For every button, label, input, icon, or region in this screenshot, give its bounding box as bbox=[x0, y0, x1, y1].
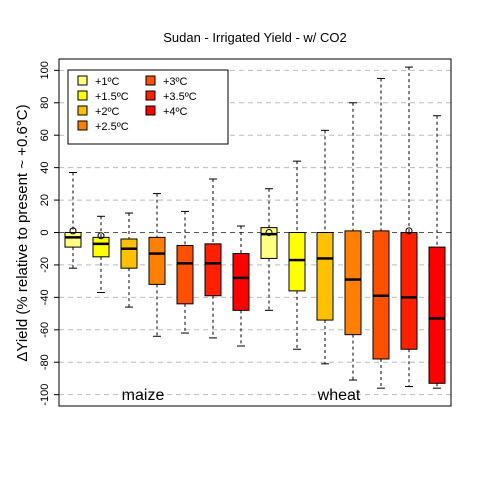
y-tick-label: -80 bbox=[39, 354, 51, 370]
y-tick-label: -100 bbox=[39, 384, 51, 406]
box-body bbox=[120, 238, 138, 269]
box-body bbox=[428, 246, 446, 384]
box-body bbox=[400, 232, 418, 350]
legend-swatch bbox=[77, 75, 88, 86]
legend-label: +1ºC bbox=[95, 76, 120, 88]
y-tick-label: 100 bbox=[39, 61, 51, 79]
legend-swatch bbox=[145, 105, 156, 116]
box-wheat-1 bbox=[288, 160, 306, 350]
box-wheat-0 bbox=[260, 188, 278, 311]
box-body bbox=[344, 230, 362, 336]
box-body bbox=[260, 227, 278, 259]
y-tick-label: 80 bbox=[39, 97, 51, 109]
box-body bbox=[92, 236, 110, 258]
y-tick-label: -60 bbox=[39, 322, 51, 338]
box-maize-1 bbox=[92, 215, 110, 293]
box-maize-5 bbox=[204, 178, 222, 339]
outlier-point bbox=[405, 227, 413, 235]
box-body bbox=[232, 253, 250, 311]
y-tick-label: 40 bbox=[39, 162, 51, 174]
box-maize-2 bbox=[120, 212, 138, 308]
group-label-wheat: wheat bbox=[317, 387, 361, 404]
legend-label: +3.5ºC bbox=[163, 91, 197, 103]
group-label-maize: maize bbox=[122, 387, 165, 404]
box-body bbox=[288, 232, 306, 292]
legend-label: +3ºC bbox=[163, 76, 188, 88]
box-maize-0 bbox=[64, 172, 82, 269]
y-tick-label: 20 bbox=[39, 194, 51, 206]
plot-border bbox=[58, 58, 452, 407]
box-wheat-2 bbox=[316, 129, 334, 365]
box-body bbox=[204, 243, 222, 297]
box-wheat-5 bbox=[400, 66, 418, 388]
box-maize-6 bbox=[232, 225, 250, 347]
legend-swatch bbox=[145, 90, 156, 101]
y-tick-label: -40 bbox=[39, 289, 51, 305]
legend-label: +2ºC bbox=[95, 106, 120, 118]
box-body bbox=[148, 236, 166, 285]
legend-swatch bbox=[77, 120, 88, 131]
y-tick-label: 60 bbox=[39, 129, 51, 141]
box-maize-4 bbox=[176, 210, 194, 334]
legend: +1ºC +1.5ºC +2ºC +2.5ºC +3ºC +3.5ºC +4ºC bbox=[67, 69, 229, 145]
box-wheat-3 bbox=[344, 102, 362, 381]
group-labels: maize wheat bbox=[122, 387, 361, 404]
box-maize-3 bbox=[148, 193, 166, 337]
outlier-point bbox=[265, 229, 273, 236]
outlier-point bbox=[69, 227, 77, 235]
box-body bbox=[316, 232, 334, 321]
legend-label: +2.5ºC bbox=[95, 121, 129, 133]
outlier-point bbox=[97, 232, 105, 240]
box-wheat-6 bbox=[428, 115, 446, 389]
chart-title: Sudan - Irrigated Yield - w/ CO2 bbox=[163, 30, 347, 45]
legend-swatch bbox=[145, 75, 156, 86]
y-tick-label: 0 bbox=[39, 229, 51, 235]
legend-swatch bbox=[77, 90, 88, 101]
boxes-layer bbox=[64, 66, 446, 389]
legend-label: +4ºC bbox=[163, 106, 188, 118]
y-axis-label: ΔYield (% relative to present ~ +0.6°C) bbox=[14, 104, 31, 361]
y-tick-label: -20 bbox=[39, 257, 51, 273]
y-axis: 100 80 60 40 20 0 -20 -40 -60 -80 -100 bbox=[39, 61, 59, 406]
box-body bbox=[176, 244, 194, 305]
legend-swatch bbox=[77, 105, 88, 116]
legend-label: +1.5ºC bbox=[95, 91, 129, 103]
box-body bbox=[64, 232, 82, 248]
box-wheat-4 bbox=[372, 77, 390, 389]
